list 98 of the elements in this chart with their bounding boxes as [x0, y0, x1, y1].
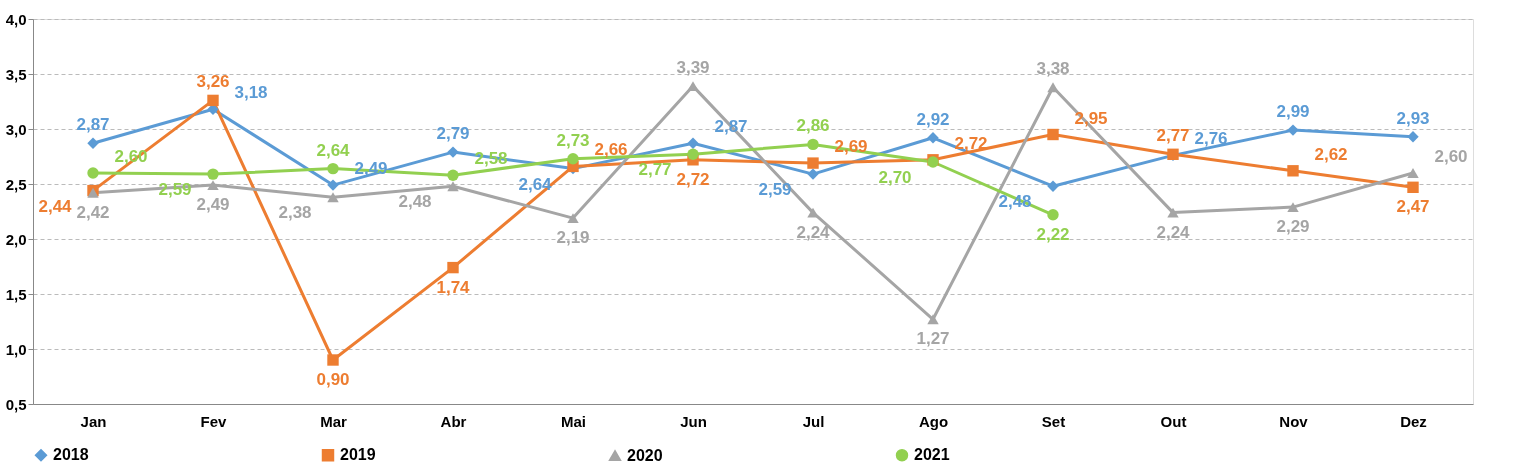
data-label: 2,47	[1396, 197, 1430, 217]
data-label: 2,72	[954, 133, 988, 153]
data-label: 2,60	[1434, 147, 1468, 166]
data-label: 2,24	[1156, 222, 1191, 242]
point	[1047, 209, 1059, 221]
point	[327, 192, 339, 203]
point	[447, 169, 459, 181]
x-tick-label: Mar	[320, 412, 347, 430]
y-tick-label: 1,5	[5, 285, 27, 303]
data-label: 2,92	[916, 109, 950, 129]
data-label: 0,90	[316, 370, 350, 389]
point	[1287, 202, 1299, 213]
data-label: 2,64	[316, 140, 351, 160]
point	[87, 137, 99, 149]
legend-label: 2021	[914, 446, 950, 464]
data-label: 2,64	[518, 174, 553, 194]
data-label: 1,27	[916, 329, 950, 349]
point	[807, 138, 819, 151]
point	[87, 167, 99, 179]
data-label: 2,24	[796, 222, 831, 242]
data-label: 2,77	[638, 160, 672, 180]
x-tick-label: Set	[1041, 412, 1066, 430]
data-label: 2,72	[676, 169, 710, 189]
data-label: 2,42	[76, 202, 110, 222]
data-label: 2,62	[1314, 144, 1348, 164]
data-label: 2,79	[436, 124, 470, 144]
point	[807, 157, 819, 169]
point	[687, 148, 699, 160]
x-tick-label: Out	[1160, 412, 1187, 430]
legend-label: 2019	[340, 446, 376, 464]
point	[1287, 124, 1299, 136]
point	[447, 261, 459, 274]
data-label: 3,18	[234, 83, 268, 103]
point	[327, 179, 339, 191]
y-tick-label: 0,5	[5, 395, 27, 413]
point	[927, 314, 939, 325]
point	[207, 180, 219, 191]
point	[1047, 82, 1059, 93]
legend-label: 2018	[53, 446, 89, 464]
point	[1287, 165, 1299, 177]
point	[207, 94, 219, 107]
data-label: 2,87	[714, 117, 748, 137]
point	[1407, 168, 1419, 178]
y-tick-label: 3,5	[5, 65, 27, 83]
legend-label: 2020	[627, 446, 663, 464]
data-label: 2,86	[796, 116, 830, 136]
data-label: 2,95	[1074, 108, 1108, 128]
point	[327, 162, 339, 175]
y-tick-label: 2,0	[5, 230, 27, 248]
x-tick-label: Jan	[80, 412, 107, 430]
data-label: 2,66	[594, 140, 628, 160]
data-label: 2,38	[278, 203, 312, 223]
point	[1167, 207, 1179, 218]
point	[207, 168, 219, 180]
data-label: 3,39	[676, 58, 710, 78]
data-label: 2,29	[1276, 217, 1310, 237]
data-label: 2,99	[1276, 102, 1310, 122]
x-tick-label: Dez	[1400, 412, 1427, 430]
data-label: 2,59	[158, 180, 192, 200]
point	[447, 146, 459, 158]
point	[1407, 131, 1419, 143]
data-label: 2,49	[196, 195, 230, 215]
data-label: 2,93	[1396, 108, 1430, 128]
point	[687, 81, 699, 92]
x-tick-label: Ago	[918, 412, 949, 430]
x-tick-label: Jul	[802, 412, 825, 430]
data-label: 2,48	[398, 192, 432, 212]
point	[1407, 181, 1419, 193]
x-tick-label: Fev	[200, 412, 228, 430]
y-tick-label: 1,0	[5, 340, 27, 358]
point	[1047, 180, 1059, 192]
y-tick-label: 3,0	[5, 120, 27, 138]
point	[567, 153, 579, 165]
point	[327, 354, 339, 366]
x-tick-label: Mai	[560, 412, 587, 430]
data-label: 3,38	[1036, 59, 1070, 79]
y-tick-label: 2,5	[5, 175, 27, 193]
x-tick-label: Nov	[1279, 412, 1309, 430]
data-label: 2,73	[556, 130, 590, 150]
data-label: 3,26	[196, 72, 230, 92]
point	[1047, 128, 1059, 141]
data-label: 2,59	[758, 180, 792, 200]
x-tick-label: Abr	[440, 412, 467, 430]
data-label: 2,22	[1036, 224, 1070, 244]
point	[807, 168, 819, 180]
data-label: 1,74	[436, 277, 471, 297]
point	[687, 137, 699, 149]
data-label: 2,70	[878, 168, 912, 187]
data-label: 2,19	[556, 228, 590, 248]
data-label: 2,77	[1156, 126, 1190, 146]
point	[927, 132, 939, 144]
data-label: 2,87	[76, 115, 110, 135]
x-tick-label: Jun	[680, 412, 707, 430]
point	[567, 213, 579, 224]
data-label: 2,44	[38, 196, 73, 216]
data-label: 2,76	[1194, 129, 1228, 149]
y-tick-label: 4,0	[5, 10, 27, 28]
point	[447, 181, 459, 192]
